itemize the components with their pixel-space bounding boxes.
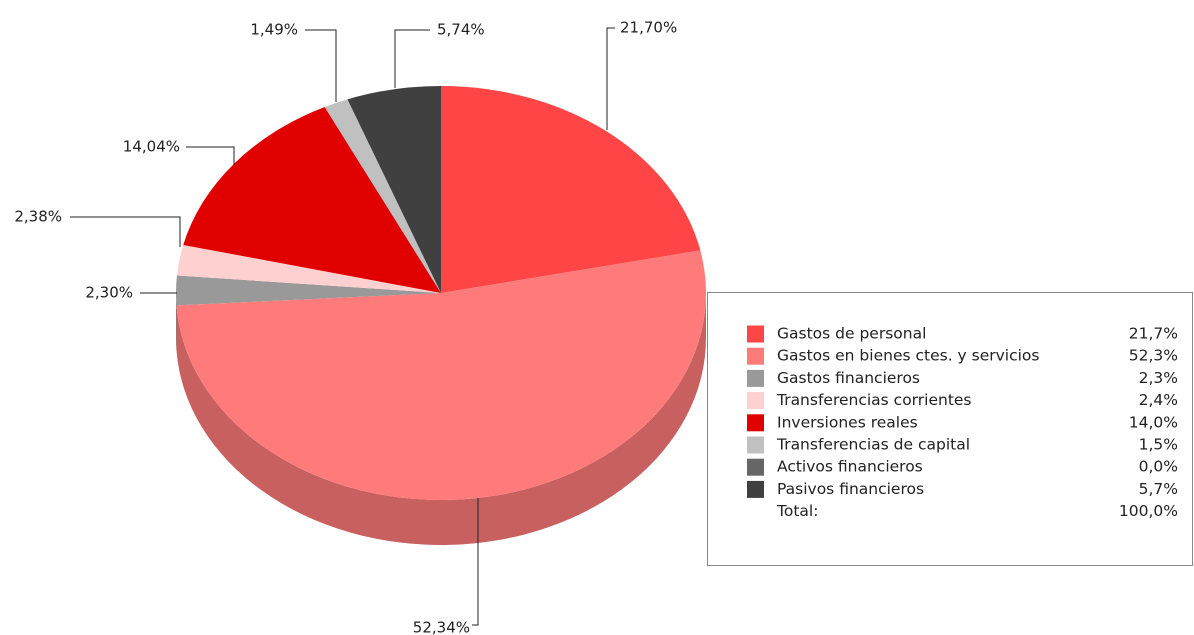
slice — [183, 106, 441, 293]
leader-line — [70, 216, 181, 247]
leader-line — [186, 146, 235, 165]
legend-swatch — [747, 325, 764, 343]
slice-label: 2,30% — [85, 284, 133, 302]
legend-swatch — [747, 458, 764, 476]
leader-line — [394, 29, 430, 88]
slice-label: 21,70% — [620, 19, 677, 37]
slice — [441, 86, 701, 293]
legend-swatch — [747, 369, 764, 387]
legend-box — [707, 292, 1193, 566]
legend-swatch — [747, 480, 764, 498]
legend-value: 2,3% — [1139, 369, 1178, 387]
legend-label: Inversiones reales — [777, 413, 918, 431]
legend-swatch — [747, 347, 764, 365]
slice — [324, 99, 441, 293]
legend-swatch — [747, 436, 764, 454]
legend-label: Activos financieros — [777, 458, 923, 476]
legend-value: 52,3% — [1129, 347, 1178, 365]
leader-line — [472, 498, 479, 626]
legend-label: Gastos en bienes ctes. y servicios — [777, 347, 1040, 365]
slice — [347, 86, 441, 293]
legend-label: Transferencias corrientes — [776, 391, 972, 409]
legend-label: Gastos de personal — [777, 325, 926, 343]
legend-swatch — [747, 392, 764, 410]
slice — [176, 250, 707, 501]
legend-value: 0,0% — [1139, 458, 1178, 476]
slice — [176, 275, 441, 306]
slice-label: 1,49% — [250, 21, 298, 39]
legend-label: Pasivos financieros — [777, 480, 924, 498]
legend-value: 5,7% — [1139, 480, 1178, 498]
slice-label: 2,38% — [14, 208, 62, 226]
leader-line — [606, 27, 615, 130]
legend-swatch — [747, 414, 764, 432]
legend-value: 2,4% — [1139, 391, 1178, 409]
total-value: 100,0% — [1119, 502, 1178, 520]
legend-label: Transferencias de capital — [776, 436, 970, 454]
slice-label: 14,04% — [123, 138, 180, 156]
slice-label: 52,34% — [413, 619, 470, 635]
total-label: Total: — [776, 502, 818, 520]
slice — [176, 244, 441, 293]
legend-label: Gastos financieros — [777, 369, 920, 387]
legend-value: 14,0% — [1129, 413, 1178, 431]
legend-value: 21,7% — [1129, 325, 1178, 343]
slice-side — [176, 293, 706, 545]
leader-line — [305, 29, 337, 102]
slice-label: 5,74% — [437, 21, 485, 39]
legend-value: 1,5% — [1139, 436, 1178, 454]
